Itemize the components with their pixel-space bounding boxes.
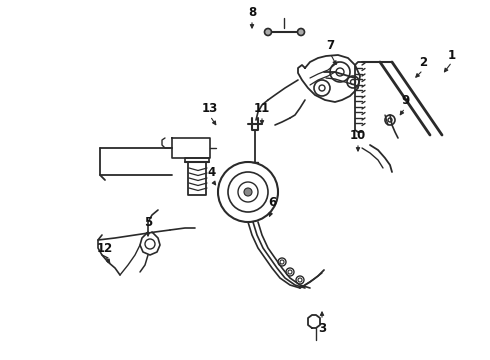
Text: 4: 4 (208, 166, 216, 179)
Text: 13: 13 (202, 102, 218, 114)
Text: 5: 5 (144, 216, 152, 229)
Text: 11: 11 (254, 102, 270, 114)
Text: 8: 8 (248, 5, 256, 18)
Text: 3: 3 (318, 321, 326, 334)
Text: 1: 1 (448, 49, 456, 62)
Text: 12: 12 (97, 242, 113, 255)
Text: 7: 7 (326, 39, 334, 51)
Circle shape (244, 188, 252, 196)
Circle shape (297, 28, 304, 36)
Text: 10: 10 (350, 129, 366, 141)
Text: 6: 6 (268, 195, 276, 208)
Text: 9: 9 (401, 94, 409, 107)
Text: 2: 2 (419, 55, 427, 68)
Circle shape (265, 28, 271, 36)
